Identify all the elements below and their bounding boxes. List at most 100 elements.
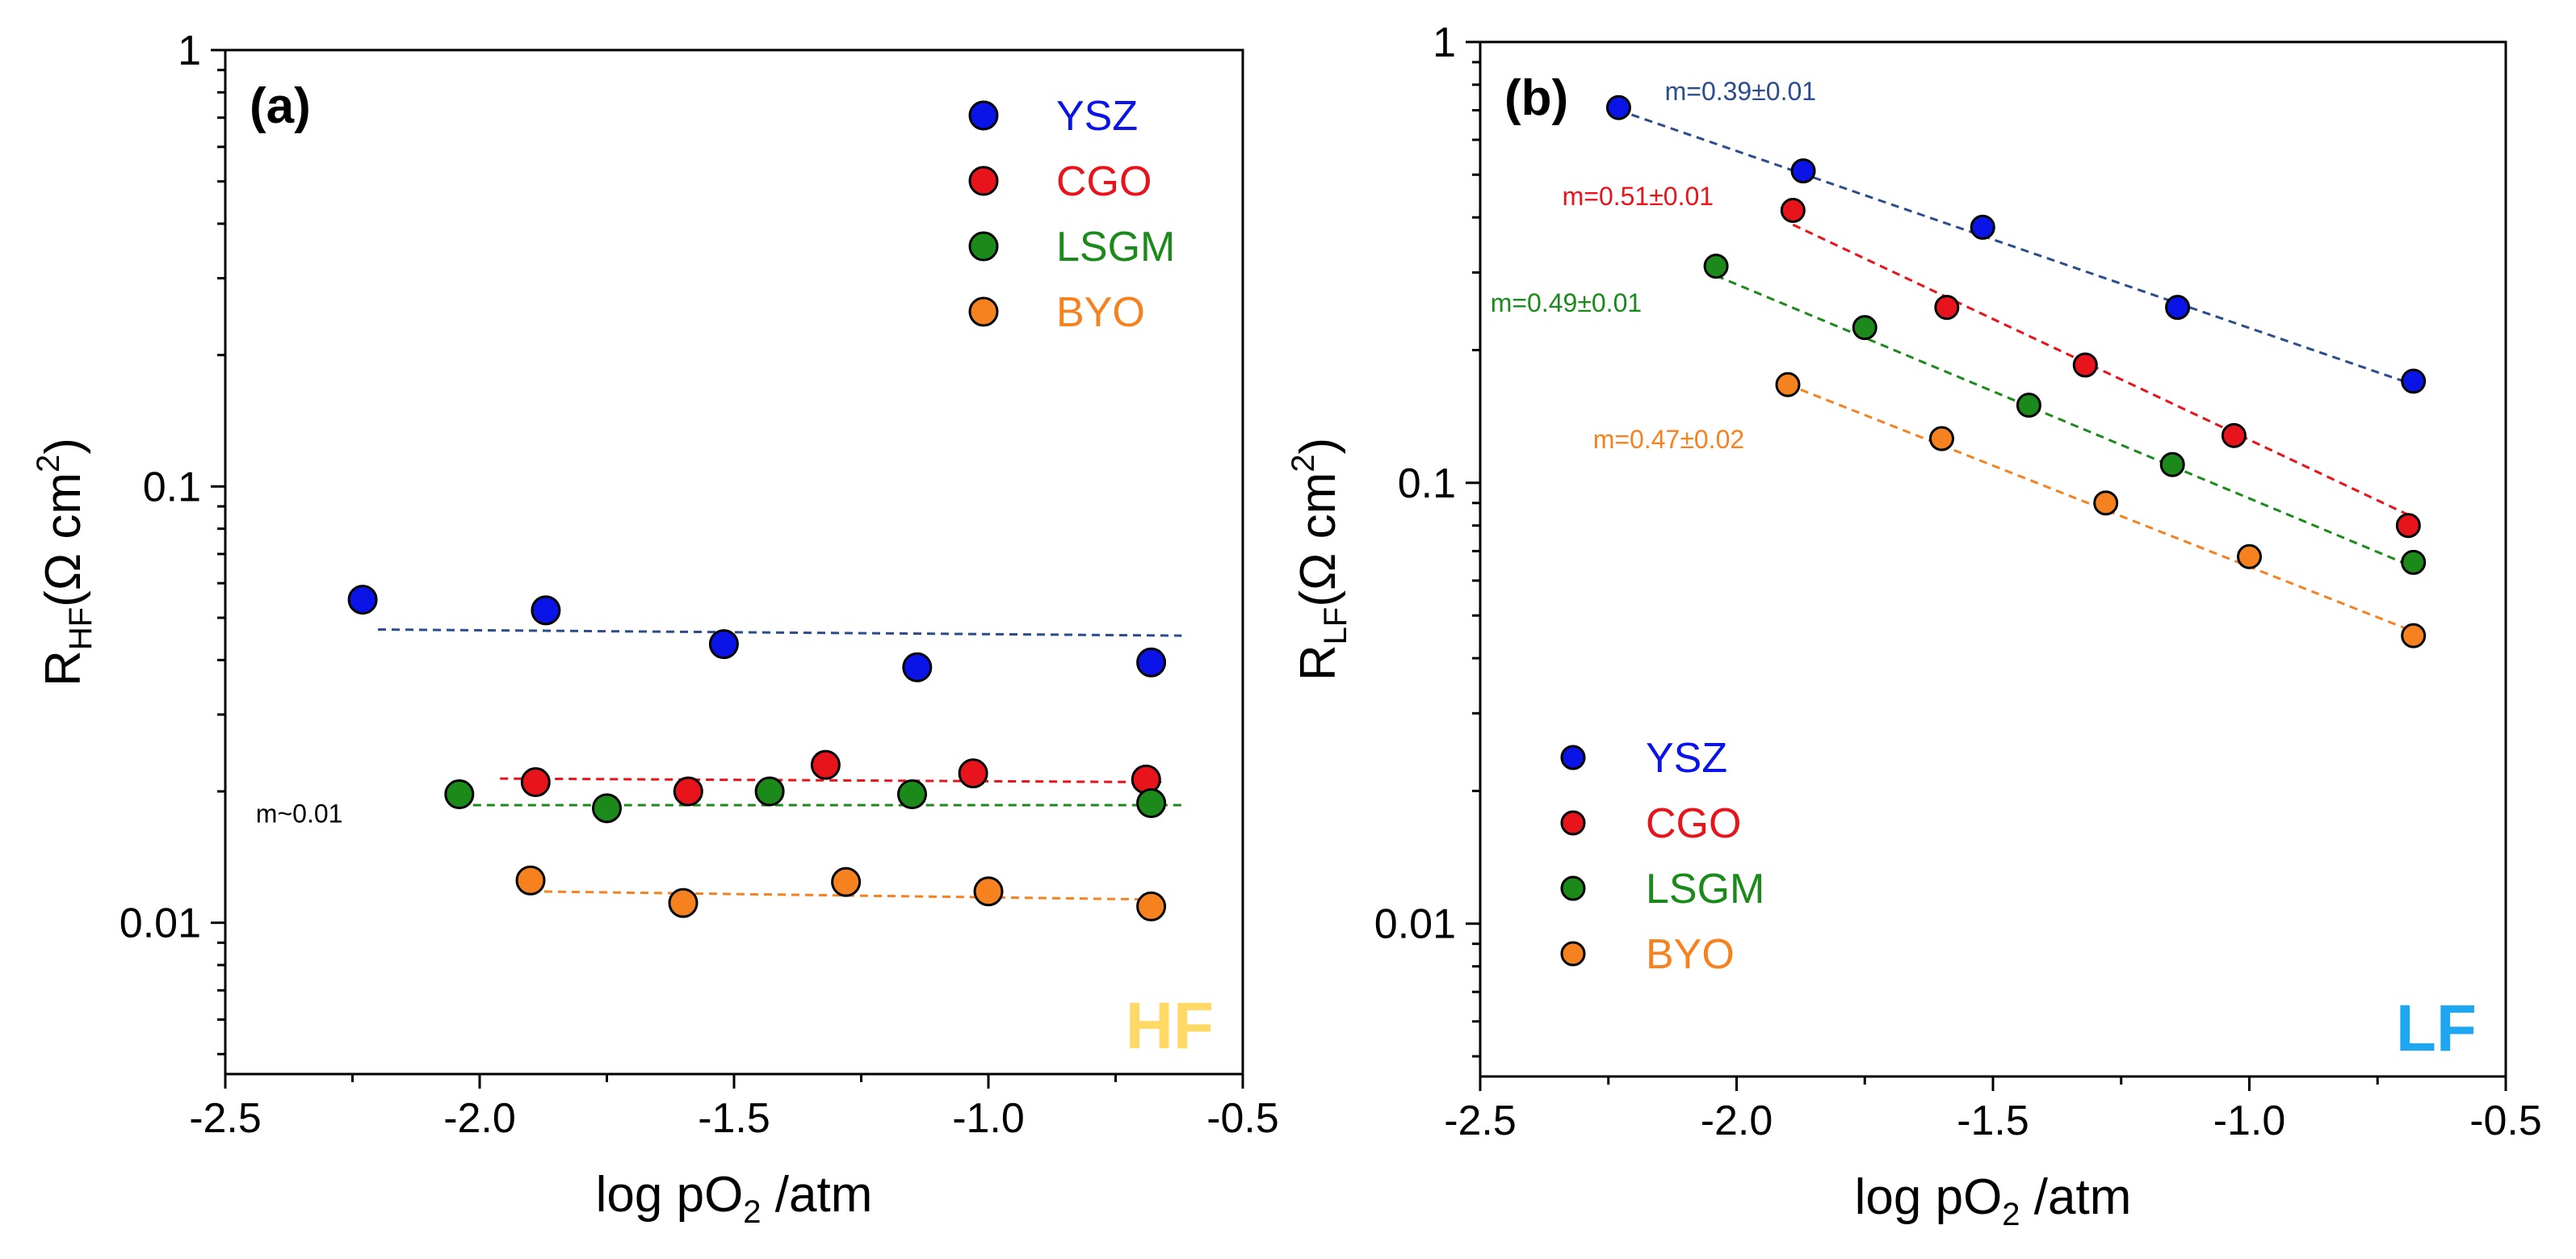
slope-annotation: m=0.49±0.01 <box>1491 288 1642 317</box>
y-axis-label-unit: (Ω cm <box>36 472 91 607</box>
legend-label-byo: BYO <box>1646 931 1735 978</box>
y-axis-label-sup: 2 <box>1286 455 1321 472</box>
legend-label-ysz: YSZ <box>1056 93 1138 140</box>
panel-b: -2.5 -2.0 -1.5 -1.0 -0.5 0.01 0.1 1 m=0.39±0.01 m… <box>1286 19 2542 1232</box>
data-point-ysz <box>1136 647 1167 678</box>
data-point-ysz <box>2401 368 2427 394</box>
x-tick-label: -2.5 <box>1444 1097 1517 1144</box>
corner-tag: HF <box>1126 989 1214 1063</box>
y-tick-label: 0.01 <box>120 900 201 947</box>
data-point-lsgm <box>592 793 622 824</box>
data-point-byo <box>1929 426 1954 451</box>
data-point-lsgm <box>2016 392 2041 418</box>
data-point-byo <box>515 865 546 896</box>
slope-annotation: m=0.47±0.02 <box>1593 425 1744 454</box>
y-axis-label-close: ) <box>36 438 91 455</box>
data-point-lsgm <box>444 779 475 810</box>
x-axis-label-main: log pO <box>1855 1169 2003 1225</box>
data-point-ysz <box>1605 94 1631 120</box>
x-tick-label: -0.5 <box>2469 1097 2542 1144</box>
data-point-cgo <box>1934 295 1960 321</box>
x-axis-label-sub: 2 <box>2002 1197 2020 1232</box>
x-tick-label: -1.5 <box>698 1095 770 1142</box>
data-point-byo <box>2237 543 2262 569</box>
y-axis-label-close: ) <box>1290 438 1346 455</box>
x-axis-label-sub: 2 <box>743 1194 761 1230</box>
data-point-lsgm <box>1136 787 1167 818</box>
legend-label-cgo: CGO <box>1056 158 1152 205</box>
x-axis-label-main: log pO <box>596 1167 744 1223</box>
legend-marker-byo <box>968 296 999 327</box>
y-tick-label: 1 <box>178 27 201 74</box>
x-axis-label-tail: /atm <box>761 1167 873 1223</box>
data-point-lsgm <box>897 779 927 810</box>
legend-marker-lsgm <box>1560 875 1586 901</box>
y-tick-label: 0.01 <box>1374 901 1456 948</box>
legend-label-ysz: YSZ <box>1646 735 1727 782</box>
fit-line-byo <box>530 890 1162 901</box>
panel-a: -2.5 -2.0 -1.5 -1.0 -0.5 0.01 0.1 1 m~0.01 YSZ CGO… <box>31 27 1279 1230</box>
legend-label-lsgm: LSGM <box>1056 224 1175 271</box>
x-tick-label: -2.0 <box>443 1095 516 1142</box>
legend-label-cgo: CGO <box>1646 800 1741 847</box>
data-point-lsgm <box>754 776 785 807</box>
data-point-cgo <box>520 767 551 798</box>
x-tick-label: -1.5 <box>1957 1097 2029 1144</box>
y-axis-label-main: R <box>1290 644 1346 681</box>
panel-label: (b) <box>1504 70 1568 126</box>
data-point-byo <box>1136 891 1167 921</box>
data-point-cgo <box>2072 352 2098 378</box>
data-point-cgo <box>958 758 988 789</box>
panel-label: (a) <box>250 78 311 134</box>
data-point-lsgm <box>2401 549 2427 575</box>
data-point-ysz <box>531 595 561 626</box>
fit-line-cgo <box>1792 223 2419 521</box>
data-point-byo <box>668 888 699 918</box>
x-tick-label: -1.0 <box>952 1095 1025 1142</box>
fit-line-ysz <box>377 627 1182 637</box>
data-point-byo <box>2401 623 2427 648</box>
x-tick-label: -2.0 <box>1701 1097 1773 1144</box>
legend-marker-ysz <box>968 100 999 131</box>
x-axis-label: log pO2 /atm <box>596 1167 873 1230</box>
slope-annotation: m=0.39±0.01 <box>1665 77 1816 106</box>
x-axis-label: log pO2 /atm <box>1855 1169 2132 1232</box>
y-tick-label: 0.1 <box>1398 460 1456 507</box>
legend-marker-ysz <box>1560 745 1586 770</box>
x-tick-label: -0.5 <box>1206 1095 1279 1142</box>
y-tick-label: 1 <box>1433 19 1456 66</box>
fit-line-lsgm <box>1715 275 2424 573</box>
x-axis-label-tail: /atm <box>2020 1169 2132 1225</box>
data-point-cgo <box>810 749 841 780</box>
y-axis-label-unit: (Ω cm <box>1290 472 1346 607</box>
legend-marker-lsgm <box>968 231 999 262</box>
data-point-ysz <box>347 585 378 615</box>
data-point-cgo <box>2221 422 2247 448</box>
x-tick-label: -1.0 <box>2213 1097 2286 1144</box>
data-point-cgo <box>1780 197 1806 223</box>
x-tick-label: -2.5 <box>189 1095 262 1142</box>
y-axis-label: RHF(Ω cm2) <box>31 438 99 686</box>
slope-annotation: m~0.01 <box>256 799 343 829</box>
fit-line-ysz <box>1617 109 2414 386</box>
data-point-ysz <box>2165 295 2191 321</box>
data-point-ysz <box>1790 158 1816 184</box>
data-point-byo <box>831 867 862 897</box>
fit-line-cgo <box>500 777 1162 784</box>
data-point-byo <box>1775 371 1801 397</box>
data-point-cgo <box>673 776 703 807</box>
legend-marker-cgo <box>968 166 999 196</box>
legend-label-byo: BYO <box>1056 289 1145 336</box>
data-point-lsgm <box>1703 254 1729 279</box>
y-axis-label-sub: LF <box>1318 607 1353 645</box>
legend-marker-cgo <box>1560 810 1586 836</box>
legend-marker-byo <box>1560 941 1586 967</box>
data-point-ysz <box>708 629 739 660</box>
y-axis-label-main: R <box>36 650 91 686</box>
y-tick-label: 0.1 <box>143 464 201 510</box>
data-point-byo <box>2093 490 2119 516</box>
data-point-ysz <box>1970 214 1995 240</box>
y-axis-label-sub: HF <box>63 607 99 650</box>
